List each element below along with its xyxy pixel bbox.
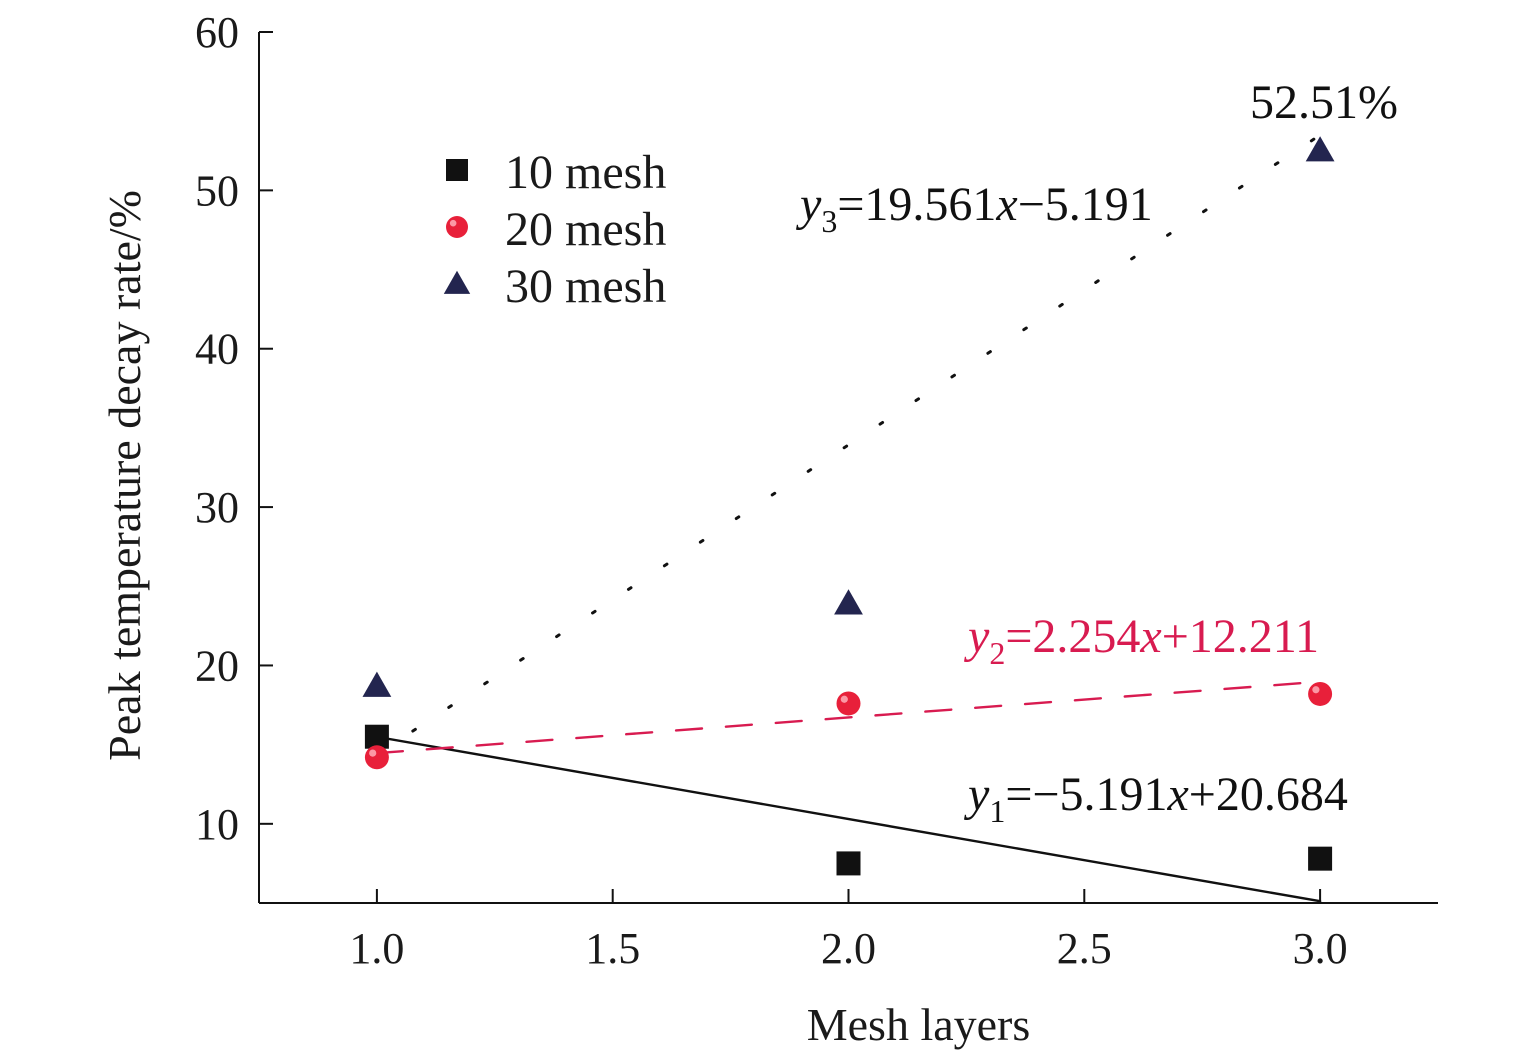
x-tick-label: 3.0 xyxy=(1293,924,1348,973)
legend-marker-circle-highlight xyxy=(449,219,457,227)
annotation-eq1-sub: 1 xyxy=(989,793,1005,829)
annotation-eq1-tail: +20.684 xyxy=(1189,768,1348,821)
annotations: y1=−5.191x+20.684y2=2.254x+12.211y3=19.5… xyxy=(795,76,1398,829)
legend-marker-square xyxy=(446,159,468,181)
annotation-eq2-italic: y xyxy=(963,610,990,663)
y-tick-label: 30 xyxy=(195,483,239,532)
annotation-eq2: y2=2.254x+12.211 xyxy=(963,610,1319,671)
annotation-eq1: y1=−5.191x+20.684 xyxy=(963,768,1348,829)
annotation-eq2-sub: 2 xyxy=(989,635,1005,671)
data-point-triangle xyxy=(1305,136,1335,162)
data-point-circle-highlight xyxy=(369,749,377,757)
annotation-eq3-tail: −5.191 xyxy=(1018,178,1153,231)
x-axis-label: Mesh layers xyxy=(807,999,1031,1050)
x-tick-label: 1.5 xyxy=(585,924,640,973)
legend-marker-circle xyxy=(446,216,468,238)
data-point-triangle xyxy=(834,589,863,615)
y-axis-label: Peak temperature decay rate/% xyxy=(99,190,150,761)
data-point-square xyxy=(1308,846,1333,871)
y-tick-label: 20 xyxy=(195,641,239,690)
data-point-circle xyxy=(836,691,861,716)
legend-label: 10 mesh xyxy=(505,146,666,199)
annotation-eq2-rest: =2.254 xyxy=(1005,610,1140,663)
data-point-circle xyxy=(1308,681,1333,706)
y-tick-label: 60 xyxy=(195,8,239,57)
legend-label: 30 mesh xyxy=(505,260,666,313)
annotation-eq3-sub: 3 xyxy=(821,203,837,239)
annotation-eq1-italic: y xyxy=(963,768,990,821)
legend-label: 20 mesh xyxy=(505,203,666,256)
data-point-circle-highlight xyxy=(1312,686,1320,694)
data-points xyxy=(362,136,1335,876)
data-point-circle xyxy=(364,745,389,770)
legend-marker-triangle xyxy=(443,270,471,294)
annotation-peak: 52.51% xyxy=(1250,76,1398,129)
annotation-eq3-italic: y xyxy=(795,178,822,231)
data-point-triangle xyxy=(362,671,392,697)
annotation-eq1-rest: =−5.191 xyxy=(1005,768,1167,821)
annotation-eq2-tail: +12.211 xyxy=(1162,610,1319,663)
annotation-eq1-var: x xyxy=(1166,768,1188,821)
x-tick-label: 2.0 xyxy=(821,924,876,973)
x-tick-label: 1.0 xyxy=(349,924,404,973)
annotation-eq3-rest: =19.561 xyxy=(837,178,996,231)
fit-lines xyxy=(375,133,1322,903)
y-tick-label: 40 xyxy=(195,325,239,374)
data-point-circle-highlight xyxy=(840,695,848,703)
fit-line-2 xyxy=(375,680,1322,755)
annotation-eq3: y3=19.561x−5.191 xyxy=(795,178,1153,239)
annotation-eq2-var: x xyxy=(1139,610,1161,663)
annotation-eq3-var: x xyxy=(995,178,1017,231)
data-point-square xyxy=(364,724,389,749)
y-tick-label: 10 xyxy=(195,800,239,849)
data-point-square xyxy=(836,851,861,876)
y-tick-label: 50 xyxy=(195,166,239,215)
fit-line-1 xyxy=(375,735,1322,903)
x-tick-label: 2.5 xyxy=(1057,924,1112,973)
axes: 10 20 30 40 50 60 1.0 1.5 2.0 2.5 3.0 xyxy=(195,8,1438,973)
